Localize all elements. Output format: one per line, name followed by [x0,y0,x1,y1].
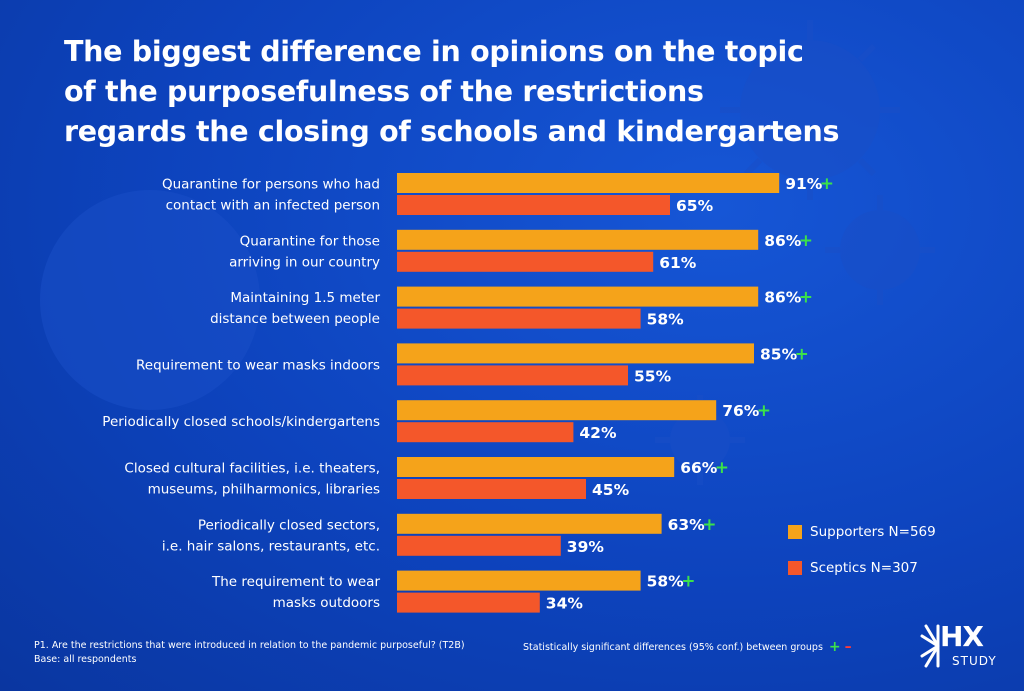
legend-item-supporters: Supporters N=569 [788,524,936,540]
logo-main-text: HX [940,620,984,653]
sceptics-value-label: 45% [592,481,630,499]
sceptics-bar [397,592,540,613]
supporters-value-label: 85% [760,345,798,363]
significance-plus-icon: + [795,344,809,364]
category-label: arriving in our country [229,254,380,270]
significance-plus-icon: + [828,639,841,655]
logo-sub-text: STUDY [952,654,997,668]
legend-swatch-sceptics [788,561,802,575]
supporters-value-label: 66% [680,459,718,477]
supporters-value-label: 86% [764,232,802,250]
sceptics-bar [397,195,670,215]
category-label: Quarantine for those [240,233,380,249]
significance-plus-icon: + [681,572,695,592]
sceptics-value-label: 39% [567,538,605,556]
sceptics-bar [397,422,574,443]
sceptics-bar [397,535,561,556]
category-label: The requirement to wear [211,574,380,590]
sceptics-value-label: 58% [647,311,685,329]
sceptics-bar [397,251,654,272]
category-label: museums, philharmonics, libraries [148,482,380,498]
significance-plus-icon: + [702,515,716,535]
sceptics-bar [397,365,628,386]
supporters-value-label: 58% [647,573,685,591]
supporters-bar [397,343,754,364]
sceptics-value-label: 55% [634,367,672,385]
sceptics-bar [397,308,641,329]
supporters-bar [397,400,717,421]
category-label: Periodically closed sectors, [198,517,380,533]
significance-plus-icon: + [757,401,771,421]
category-label: Periodically closed schools/kindergarten… [102,414,380,430]
supporters-bar [397,173,780,193]
category-label: Maintaining 1.5 meter [230,290,380,306]
supporters-value-label: 76% [722,402,760,420]
supporters-bar [397,457,675,477]
logo-star-icon [920,624,940,668]
category-label: masks outdoors [273,595,380,611]
supporters-bar [397,513,662,534]
sceptics-value-label: 34% [546,595,584,613]
significance-minus-icon: – [844,639,852,655]
significance-plus-icon: + [715,458,729,478]
legend-label-supporters: Supporters N=569 [810,524,936,540]
footnote-question: P1. Are the restrictions that were intro… [34,640,465,651]
category-label: Quarantine for persons who had [162,177,380,193]
sceptics-value-label: 42% [579,424,617,442]
supporters-value-label: 91% [785,175,823,193]
hx-study-logo: HX STUDY [918,618,998,678]
supporters-bar [397,229,759,250]
category-label: i.e. hair salons, restaurants, etc. [162,538,380,554]
title-line-2: of the purposefulness of the restriction… [64,75,704,108]
title-line-1: The biggest difference in opinions on th… [64,35,804,68]
chart-title: The biggest difference in opinions on th… [64,32,944,152]
category-label: Requirement to wear masks indoors [136,357,380,373]
legend-item-sceptics: Sceptics N=307 [788,560,918,576]
category-label: contact with an infected person [166,198,380,214]
sceptics-value-label: 61% [659,254,697,272]
supporters-value-label: 63% [668,516,706,534]
significance-plus-icon: + [799,288,813,308]
significance-note-text: Statistically significant differences (9… [523,641,823,653]
sceptics-bar [397,479,586,499]
significance-plus-icon: + [820,174,834,194]
footnote-base: Base: all respondents [34,654,137,665]
footnote: P1. Are the restrictions that were intro… [34,639,465,667]
title-line-3: regards the closing of schools and kinde… [64,115,840,148]
supporters-value-label: 86% [764,289,802,307]
sceptics-value-label: 65% [676,197,714,215]
category-label: distance between people [210,311,380,327]
category-label: Closed cultural facilities, i.e. theater… [124,461,380,477]
supporters-bar [397,286,759,307]
supporters-bar [397,570,641,591]
legend-label-sceptics: Sceptics N=307 [810,560,918,576]
significance-plus-icon: + [799,231,813,251]
legend-swatch-supporters [788,525,802,539]
significance-note: Statistically significant differences (9… [523,639,852,655]
